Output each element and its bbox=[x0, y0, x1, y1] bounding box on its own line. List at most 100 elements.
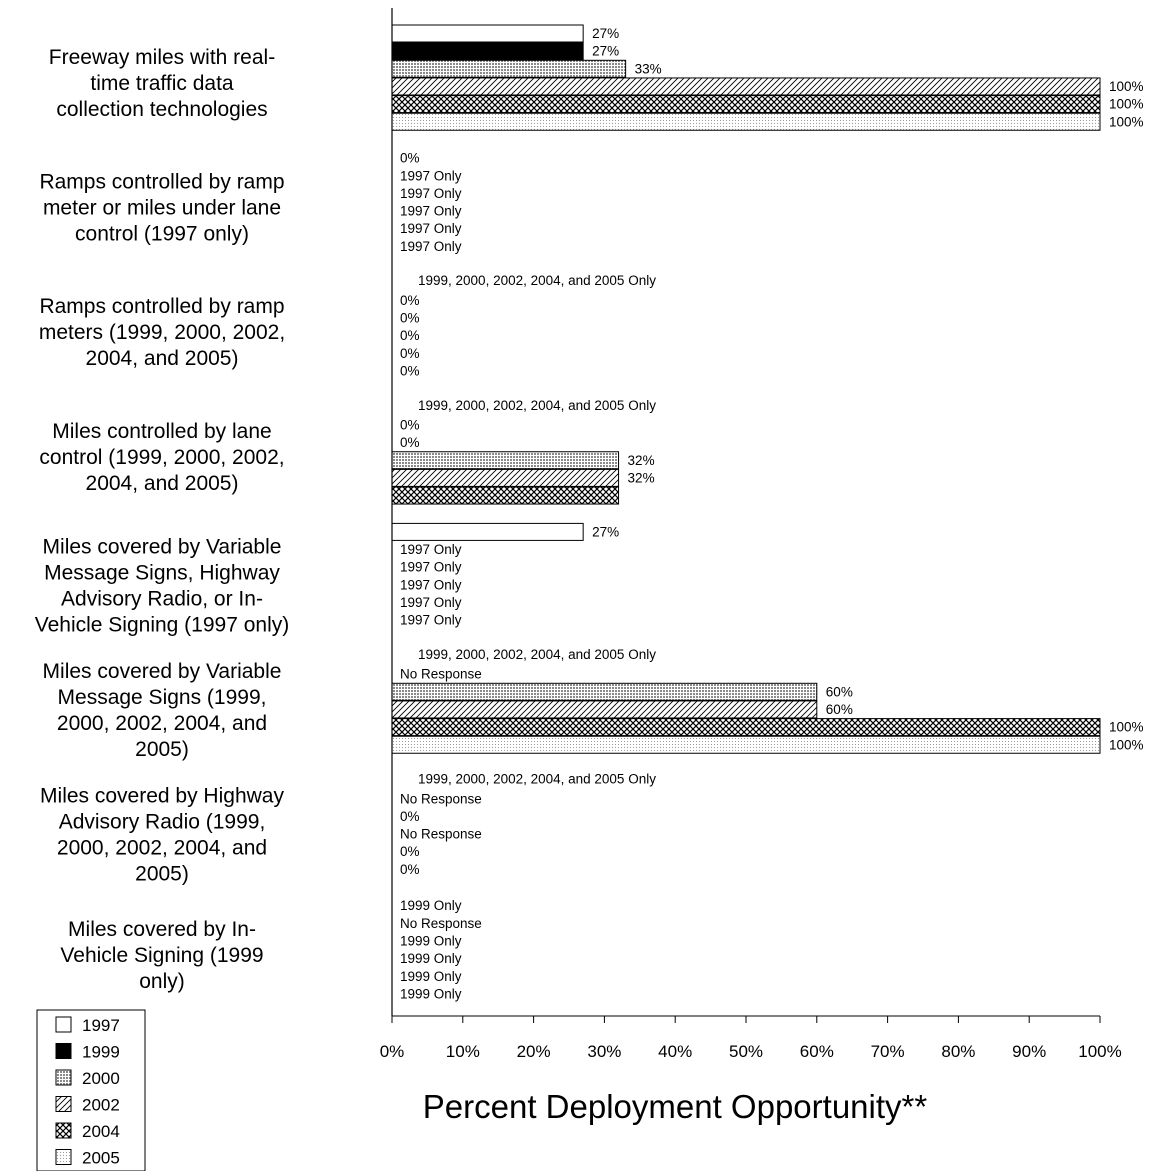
category-label: Ramps controlled by ramp bbox=[39, 171, 284, 194]
legend-swatch bbox=[55, 1069, 72, 1086]
legend-swatch bbox=[55, 1016, 72, 1033]
x-tick-label: 40% bbox=[658, 1042, 692, 1061]
bar-label: 0% bbox=[400, 151, 420, 166]
legend-swatch bbox=[55, 1043, 72, 1059]
group-note: 1999, 2000, 2002, 2004, and 2005 Only bbox=[418, 398, 656, 413]
bar-2000 bbox=[391, 59, 627, 78]
category-label: Miles covered by Variable bbox=[43, 660, 282, 683]
bar-label: 0% bbox=[400, 346, 420, 361]
bar-label: 100% bbox=[1109, 720, 1144, 735]
group-note: 1999, 2000, 2002, 2004, and 2005 Only bbox=[418, 647, 656, 662]
bar-1999 bbox=[391, 42, 584, 61]
category-label: Vehicle Signing (1997 only) bbox=[35, 613, 290, 636]
x-tick-label: 70% bbox=[871, 1042, 905, 1061]
category-label: control (1997 only) bbox=[75, 223, 249, 246]
category-label: 2005) bbox=[135, 863, 189, 886]
bar-label: 27% bbox=[592, 524, 619, 539]
legend-swatch bbox=[55, 1122, 72, 1139]
bar-2005 bbox=[391, 735, 1101, 754]
category-label: 2004, and 2005) bbox=[86, 472, 239, 495]
legend-label: 2002 bbox=[82, 1096, 120, 1115]
category-label: only) bbox=[139, 970, 185, 993]
bar-label: 27% bbox=[592, 44, 619, 59]
bar-2004 bbox=[391, 718, 1101, 737]
category-label: meter or miles under lane bbox=[43, 197, 281, 220]
bar-label: 0% bbox=[400, 328, 420, 343]
bar-label: 0% bbox=[400, 417, 420, 432]
category-label: control (1999, 2000, 2002, bbox=[39, 446, 284, 469]
legend-frame bbox=[36, 1009, 146, 1171]
group-note: 1999, 2000, 2002, 2004, and 2005 Only bbox=[418, 772, 656, 787]
category-label: Miles covered by Variable bbox=[43, 535, 282, 558]
bar-label: 0% bbox=[400, 293, 420, 308]
category-label: Message Signs, Highway bbox=[44, 561, 280, 584]
bar-label: 32% bbox=[628, 470, 655, 485]
category-label: 2000, 2002, 2004, and bbox=[57, 712, 267, 735]
bar-label: 1999 Only bbox=[400, 969, 462, 984]
bar-label: 100% bbox=[1109, 97, 1144, 112]
bars: 27% 27% 33% 100% 100% 100% 0% 1997 Only 1997 Onl… bbox=[391, 24, 1144, 1001]
bar-label: 1997 Only bbox=[400, 168, 462, 183]
legend-label: 1997 bbox=[82, 1016, 120, 1035]
bar-label: 32% bbox=[628, 453, 655, 468]
bar-label: 100% bbox=[1109, 114, 1144, 129]
bar-2000 bbox=[391, 682, 818, 701]
bar-label: No Response bbox=[400, 916, 482, 931]
bar-label: No Response bbox=[400, 791, 482, 806]
x-tick-label: 60% bbox=[800, 1042, 834, 1061]
category-label: Advisory Radio (1999, bbox=[59, 811, 266, 834]
bar-label: 0% bbox=[400, 809, 420, 824]
bar-1997 bbox=[391, 522, 584, 541]
group-note: 1999, 2000, 2002, 2004, and 2005 Only bbox=[418, 273, 656, 288]
category-label: Ramps controlled by ramp bbox=[39, 295, 284, 318]
legend-label: 2000 bbox=[82, 1069, 120, 1088]
bar-2000 bbox=[391, 451, 620, 470]
bar-2004 bbox=[391, 95, 1101, 114]
bar-label: 0% bbox=[400, 435, 420, 450]
category-label: Message Signs (1999, bbox=[58, 686, 267, 709]
bar-label: 0% bbox=[400, 844, 420, 859]
bar-label: 60% bbox=[826, 702, 853, 717]
bar-label: 1997 Only bbox=[400, 613, 462, 628]
x-tick-label: 100% bbox=[1078, 1042, 1121, 1061]
axes bbox=[391, 8, 1100, 1017]
bar-label: 27% bbox=[592, 26, 619, 41]
category-label: Miles covered by In- bbox=[68, 918, 256, 941]
category-label: Miles covered by Highway bbox=[40, 785, 284, 808]
bar-label: 1997 Only bbox=[400, 542, 462, 557]
bar-label: No Response bbox=[400, 667, 482, 682]
bar-label: 60% bbox=[826, 684, 853, 699]
category-label: 2005) bbox=[135, 738, 189, 761]
bar-2002 bbox=[391, 77, 1101, 96]
bar-label: 100% bbox=[1109, 79, 1144, 94]
bar-label: 0% bbox=[400, 311, 420, 326]
bar-label: 1997 Only bbox=[400, 221, 462, 236]
x-tick-label: 10% bbox=[446, 1042, 480, 1061]
bar-label: 1997 Only bbox=[400, 577, 462, 592]
x-ticks: 0% 10% 20% 30% 40% 50% 60% 70% 80% 90% 100% bbox=[380, 1016, 1122, 1061]
bar-label: 0% bbox=[400, 862, 420, 877]
legend-swatch bbox=[55, 1149, 72, 1165]
category-label: Vehicle Signing (1999 bbox=[60, 944, 263, 967]
x-tick-label: 20% bbox=[517, 1042, 551, 1061]
bar-label: 0% bbox=[400, 363, 420, 378]
legend-label: 2005 bbox=[82, 1149, 120, 1168]
bar-label: 1999 Only bbox=[400, 986, 462, 1001]
x-tick-label: 80% bbox=[941, 1042, 975, 1061]
bar-2005 bbox=[391, 112, 1101, 131]
category-label: 2000, 2002, 2004, and bbox=[57, 837, 267, 860]
bar-label: 1997 Only bbox=[400, 595, 462, 610]
bar-label: No Response bbox=[400, 827, 482, 842]
x-tick-label: 30% bbox=[587, 1042, 621, 1061]
category-label: meters (1999, 2000, 2002, bbox=[39, 321, 285, 344]
bar-2002 bbox=[391, 700, 818, 719]
category-label: time traffic data bbox=[90, 72, 233, 95]
bar-label: 1999 Only bbox=[400, 898, 462, 913]
category-label: collection technologies bbox=[56, 98, 267, 121]
bar-2002 bbox=[391, 468, 620, 487]
bar-2004 bbox=[391, 486, 620, 505]
x-axis-title: Percent Deployment Opportunity** bbox=[423, 1088, 928, 1125]
bar-label: 1999 Only bbox=[400, 951, 462, 966]
legend-label: 2004 bbox=[82, 1122, 120, 1141]
